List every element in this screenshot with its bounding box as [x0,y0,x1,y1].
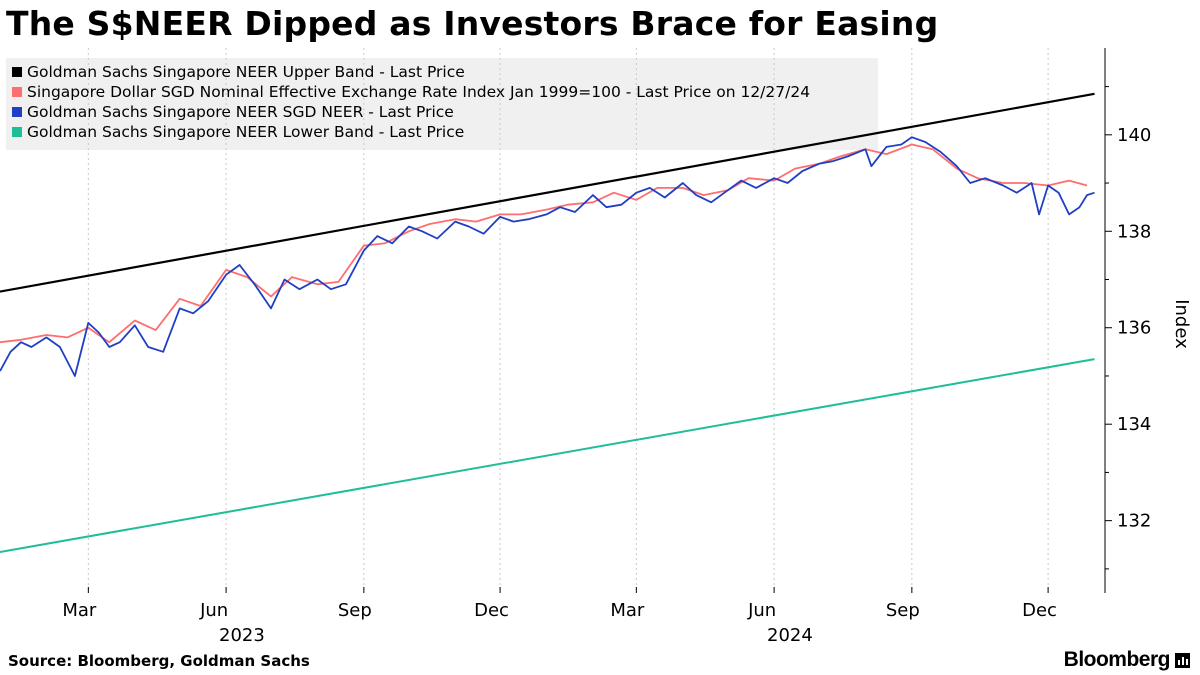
x-tick-label: Mar [62,600,97,621]
x-tick-label: Dec [474,600,509,621]
series-lines [0,92,1095,553]
legend: Goldman Sachs Singapore NEER Upper Band … [6,58,878,150]
axes: 132 134 136 138 140 Index Mar Jun Sep Dec Mar Jun Se… [62,48,1192,646]
series-line-0 [0,92,1095,293]
legend-label-sgd-neer-index: Singapore Dollar SGD Nominal Effective E… [27,83,811,101]
legend-item-lower-band: Goldman Sachs Singapore NEER Lower Band … [6,122,878,142]
legend-label-upper-band: Goldman Sachs Singapore NEER Upper Band … [27,63,465,81]
x-tick-label: Jun [199,600,228,621]
x-tick-label: Dec [1022,600,1057,621]
legend-swatch-upper-band [12,67,22,77]
series-line-1 [0,143,1088,344]
legend-item-sgd-neer-index: Singapore Dollar SGD Nominal Effective E… [6,82,878,102]
grid-lines [87,48,1049,593]
legend-swatch-sgd-neer-index [12,87,22,97]
y-tick-label: 132 [1117,511,1151,532]
x-tick-label: Sep [338,600,372,621]
legend-swatch-lower-band [12,127,22,137]
series-line-3 [0,358,1095,553]
legend-label-lower-band: Goldman Sachs Singapore NEER Lower Band … [27,123,465,141]
series-line-2 [0,136,1095,377]
y-tick-label: 134 [1117,414,1151,435]
y-tick-label: 136 [1117,318,1151,339]
x-tick-label: Jun [747,600,776,621]
legend-label-gs-sgd-neer: Goldman Sachs Singapore NEER SGD NEER - … [27,103,454,121]
x-tick-label: Sep [886,600,920,621]
bloomberg-mark-icon [1175,653,1190,668]
chart-title: The S$NEER Dipped as Investors Brace for… [6,4,939,43]
bloomberg-logo: Bloomberg [1063,648,1171,671]
y-axis-label: Index [1171,299,1192,349]
legend-swatch-gs-sgd-neer [12,107,22,117]
x-year-label: 2023 [219,625,265,646]
legend-item-gs-sgd-neer: Goldman Sachs Singapore NEER SGD NEER - … [6,102,878,122]
source-note: Source: Bloomberg, Goldman Sachs [8,652,310,670]
y-tick-label: 138 [1117,221,1151,242]
x-year-label: 2024 [767,625,813,646]
legend-item-upper-band: Goldman Sachs Singapore NEER Upper Band … [6,62,878,82]
y-tick-label: 140 [1117,125,1151,146]
x-tick-label: Mar [610,600,645,621]
